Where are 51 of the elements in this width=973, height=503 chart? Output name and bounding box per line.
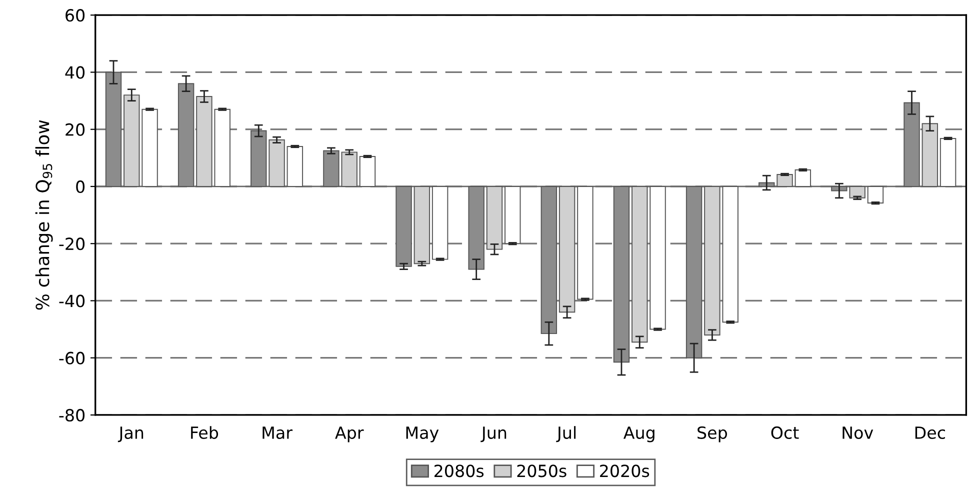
bar — [776, 174, 793, 187]
bar — [124, 94, 140, 187]
x-tick-label: Feb — [191, 426, 218, 439]
bar — [359, 156, 376, 187]
bar — [922, 123, 938, 187]
bar — [940, 138, 956, 187]
y-tick-label: 20 — [66, 123, 85, 136]
x-tick-label: May — [406, 426, 439, 442]
x-tick-label: Nov — [842, 426, 874, 439]
bar — [504, 186, 521, 244]
y-tick-label: -40 — [59, 294, 85, 308]
y-tick-label: -60 — [59, 352, 85, 364]
bar — [486, 186, 503, 250]
x-tick-label: Jun — [480, 426, 506, 442]
bar — [794, 169, 812, 187]
bar — [613, 186, 630, 363]
bar — [468, 186, 484, 270]
y-axis-title: % change in Q$_{95}$ flow — [35, 120, 53, 310]
x-tick-label: Apr — [335, 426, 364, 442]
bar — [250, 130, 267, 187]
y-tick-label: 60 — [66, 9, 85, 22]
x-tick-label: Dec — [915, 426, 945, 439]
y-tick-label: -80 — [59, 408, 85, 422]
x-tick-label: Jan — [118, 426, 144, 442]
bar — [558, 186, 576, 313]
x-tick-label: Jul — [556, 426, 576, 442]
legend-label: 2020s — [600, 464, 650, 478]
x-tick-label: Aug — [623, 426, 654, 442]
bar — [396, 186, 412, 267]
bar — [867, 186, 884, 204]
legend-label: 2080s — [434, 464, 484, 478]
bar — [577, 186, 594, 300]
bar — [105, 72, 122, 187]
bar — [286, 146, 304, 187]
legend-label: 2050s — [517, 464, 566, 478]
bar — [432, 186, 448, 260]
bar — [632, 186, 648, 343]
x-tick-label: Sep — [698, 426, 727, 442]
bar — [142, 108, 158, 187]
bar — [650, 186, 666, 330]
x-tick-label: Mar — [262, 426, 292, 439]
bar — [540, 186, 558, 334]
bar — [414, 186, 430, 264]
bar — [268, 139, 285, 187]
y-tick-label: 40 — [65, 66, 85, 79]
x-tick-label: Oct — [771, 426, 799, 439]
y-tick-label: -20 — [59, 238, 85, 250]
bar — [686, 186, 702, 358]
bar — [904, 102, 920, 187]
y-tick-label: 0 — [76, 180, 85, 194]
bar — [178, 83, 194, 187]
